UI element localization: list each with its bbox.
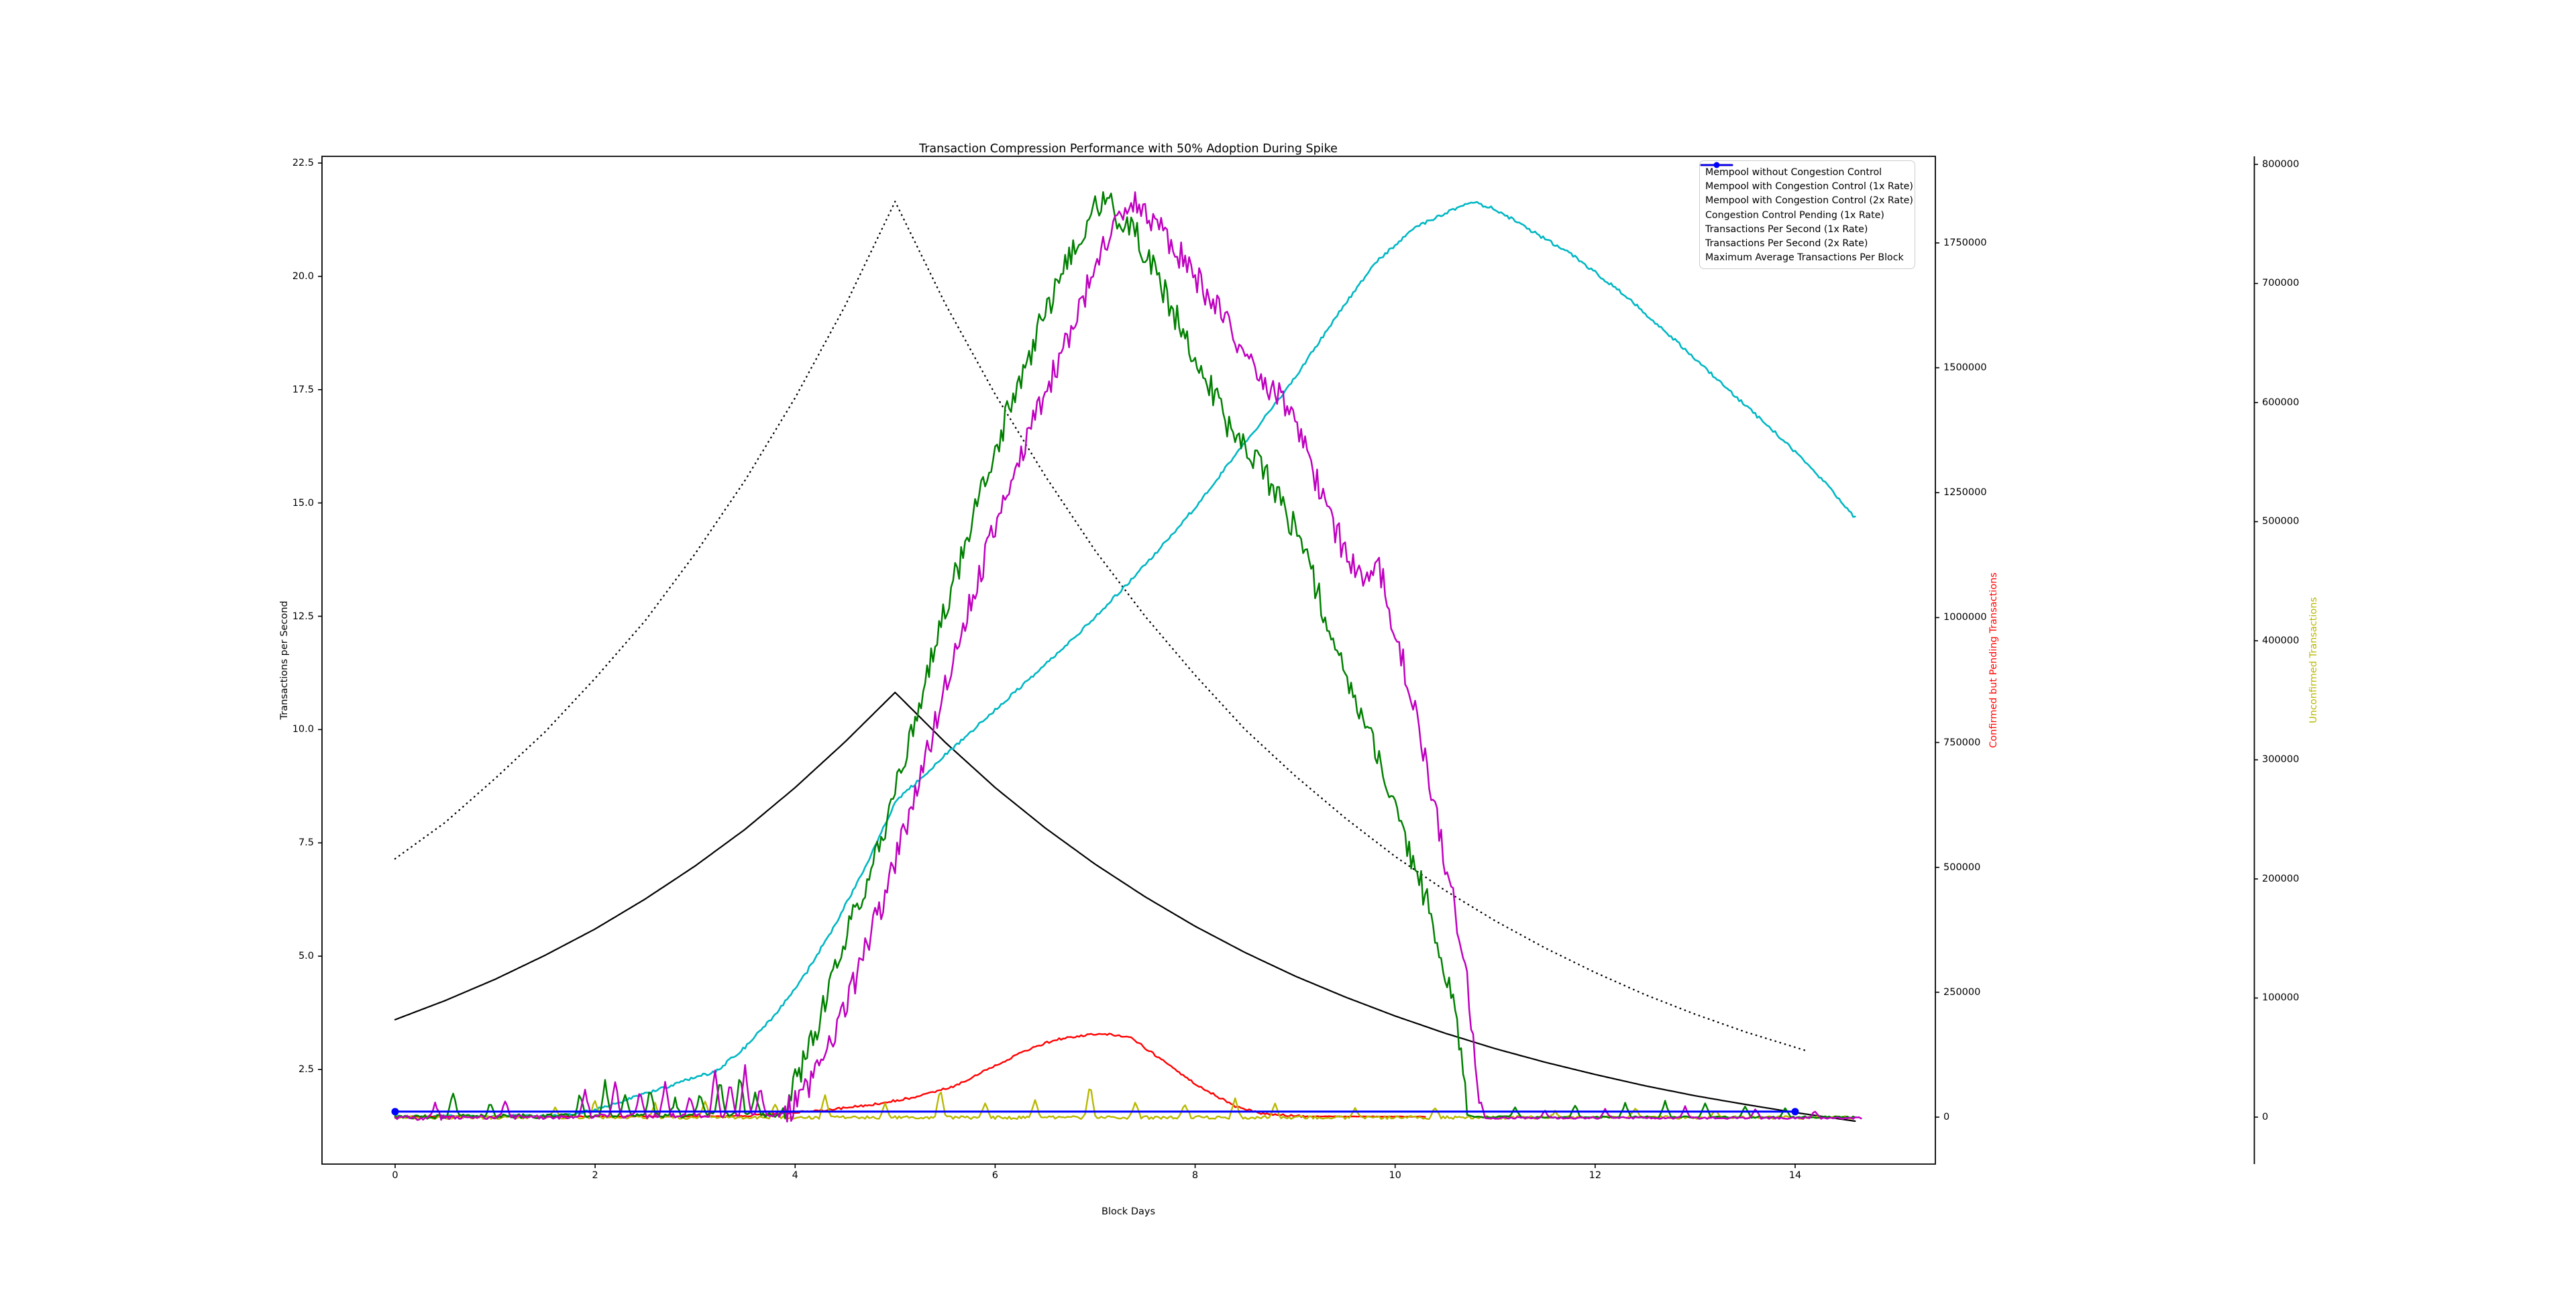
legend-item-label: Mempool without Congestion Control bbox=[1705, 166, 1882, 178]
y-tick-label-right2: 0 bbox=[2262, 1111, 2269, 1122]
series-black bbox=[394, 691, 1856, 1122]
y-tick-label-left: 15.0 bbox=[292, 497, 314, 509]
y-tick-label-right1: 1250000 bbox=[1943, 487, 1987, 499]
legend-item: Mempool with Congestion Control (2x Rate… bbox=[1700, 164, 1913, 208]
x-tick-label: 2 bbox=[592, 1169, 598, 1181]
y-tick-label-right1: 0 bbox=[1943, 1111, 1950, 1122]
legend-item-label: Transactions Per Second (2x Rate) bbox=[1705, 238, 1868, 250]
series-red bbox=[394, 1033, 1426, 1118]
y-tick-label-right2: 500000 bbox=[2262, 516, 2300, 527]
series-magenta bbox=[394, 191, 1862, 1123]
y-axis-label-unconfirmed: Unconfirmed Transactions bbox=[2308, 596, 2319, 724]
x-tick-label: 12 bbox=[1589, 1169, 1602, 1181]
y-tick-label-right2: 300000 bbox=[2262, 754, 2300, 766]
legend-item: Maximum Average Transactions Per Block bbox=[1700, 162, 1909, 265]
y-tick-label-left: 17.5 bbox=[292, 384, 314, 395]
y-tick-label-left: 12.5 bbox=[292, 611, 314, 622]
legend-item: Congestion Control Pending (1x Rate) bbox=[1700, 164, 1909, 222]
legend-item: Transactions Per Second (1x Rate) bbox=[1700, 164, 1909, 236]
series-endpoint-marker bbox=[391, 1108, 399, 1116]
legend-item-label: Congestion Control Pending (1x Rate) bbox=[1705, 209, 1884, 221]
y-tick-label-right1: 750000 bbox=[1943, 737, 1981, 748]
y-tick-label-right2: 800000 bbox=[2262, 158, 2300, 170]
y-tick-label-right1: 1500000 bbox=[1943, 362, 1987, 373]
series-black bbox=[394, 201, 1807, 1051]
series-green bbox=[394, 191, 1856, 1120]
axes-spines bbox=[321, 156, 1936, 1165]
y-tick-label-left: 20.0 bbox=[292, 270, 314, 282]
chart-title: Transaction Compression Performance with… bbox=[919, 142, 1338, 156]
legend-item-label: Mempool with Congestion Control (2x Rate… bbox=[1705, 195, 1913, 207]
series-cyan bbox=[394, 201, 1856, 1118]
y-tick-label-right2: 600000 bbox=[2262, 397, 2300, 408]
y-tick-label-right2: 700000 bbox=[2262, 278, 2300, 289]
y-tick-label-left: 2.5 bbox=[298, 1063, 314, 1075]
y-axis-label-left: Transactions per Second bbox=[279, 600, 290, 720]
y-tick-label-right1: 500000 bbox=[1943, 861, 1981, 873]
y-tick-label-left: 5.0 bbox=[298, 950, 314, 961]
y-axis-label-pending: Confirmed but Pending Transactions bbox=[1988, 572, 1999, 748]
y-tick-label-right2: 400000 bbox=[2262, 635, 2300, 646]
x-tick-label: 10 bbox=[1389, 1169, 1401, 1181]
y-tick-label-right1: 1000000 bbox=[1943, 612, 1987, 623]
legend-item-label: Transactions Per Second (1x Rate) bbox=[1705, 223, 1868, 235]
y-tick-label-right2: 200000 bbox=[2262, 873, 2300, 884]
x-tick-label: 14 bbox=[1788, 1169, 1802, 1181]
y-tick-label-right1: 1750000 bbox=[1943, 237, 1987, 248]
legend-line-sample bbox=[1700, 162, 1733, 168]
legend-item: Mempool without Congestion Control bbox=[1700, 164, 1909, 179]
legend-item: Mempool with Congestion Control (1x Rate… bbox=[1700, 164, 1913, 193]
legend-item: Transactions Per Second (2x Rate) bbox=[1700, 164, 1909, 250]
x-axis-label: Block Days bbox=[1101, 1206, 1156, 1217]
x-tick-label: 6 bbox=[991, 1169, 999, 1181]
y-tick-label-right2: 100000 bbox=[2262, 992, 2300, 1004]
y-tick-label-left: 10.0 bbox=[292, 724, 314, 735]
y-tick-label-left: 22.5 bbox=[292, 157, 314, 168]
y-tick-label-right1: 250000 bbox=[1943, 986, 1981, 998]
legend-item-label: Mempool with Congestion Control (1x Rate… bbox=[1705, 180, 1913, 192]
series-endpoint-marker bbox=[1791, 1108, 1799, 1116]
y-tick-label-left: 7.5 bbox=[298, 837, 314, 848]
x-tick-label: 8 bbox=[1191, 1169, 1199, 1181]
legend-item-label: Maximum Average Transactions Per Block bbox=[1705, 252, 1904, 264]
legend: Mempool without Congestion Control Mempoo… bbox=[1699, 160, 1915, 270]
x-tick-label: 0 bbox=[392, 1169, 398, 1181]
x-tick-label: 4 bbox=[792, 1169, 798, 1181]
